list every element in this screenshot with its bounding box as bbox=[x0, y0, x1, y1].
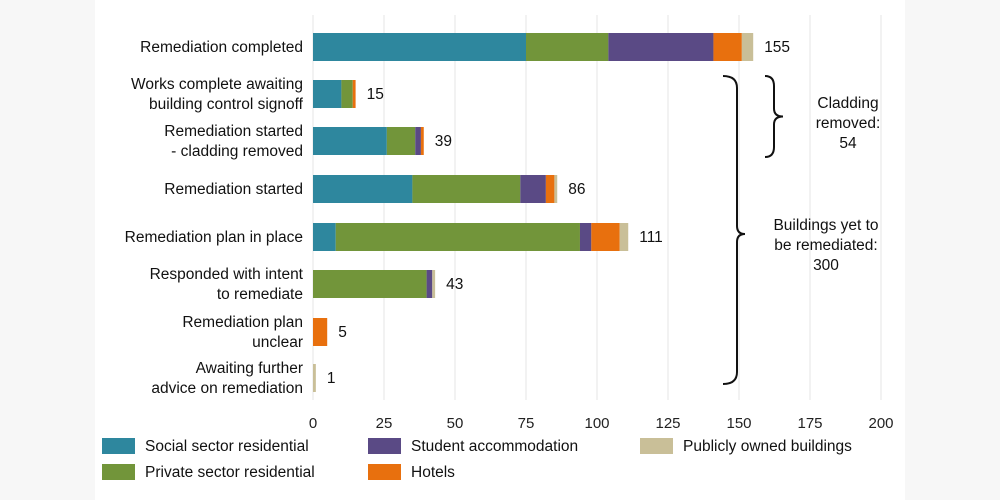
x-tick-label: 200 bbox=[868, 415, 893, 432]
bar-segment bbox=[335, 223, 580, 251]
bar-segment bbox=[520, 175, 546, 203]
bar-segment bbox=[591, 223, 620, 251]
bar-total-label: 5 bbox=[338, 324, 347, 341]
bar-segment bbox=[619, 223, 629, 251]
annotations: Cladding removed: 54 Buildings yet to be rem… bbox=[722, 75, 881, 385]
category-label: Remediation started bbox=[164, 181, 303, 198]
legend-swatch bbox=[368, 464, 401, 480]
legend-swatch bbox=[102, 438, 135, 454]
remaining-brace bbox=[722, 75, 746, 385]
legend-label: Publicly owned buildings bbox=[683, 438, 852, 455]
bar-segment bbox=[713, 33, 742, 61]
x-tick-label: 100 bbox=[584, 415, 609, 432]
category-labels: Remediation completed Works complete awai… bbox=[125, 39, 304, 397]
legend: Social sector residential Private sector … bbox=[102, 438, 852, 481]
annotation-label: Buildings yet to be remediated: 300 bbox=[773, 217, 878, 274]
category-label: Remediation completed bbox=[140, 39, 303, 56]
legend-swatch bbox=[640, 438, 673, 454]
bar-segment bbox=[415, 127, 421, 155]
category-label: Remediation plan in place bbox=[125, 229, 303, 246]
x-tick-label: 125 bbox=[655, 415, 680, 432]
category-label: Remediation started - cladding removed bbox=[164, 123, 303, 160]
bar-total-label: 86 bbox=[568, 181, 585, 198]
bar-segment bbox=[341, 80, 353, 108]
bar-total-label: 155 bbox=[764, 39, 790, 56]
bar-segment bbox=[352, 80, 356, 108]
bar-segment bbox=[313, 127, 387, 155]
bar-segment bbox=[412, 175, 521, 203]
cladding-brace bbox=[764, 75, 784, 158]
bar-segment bbox=[432, 270, 436, 298]
right-margin bbox=[905, 0, 1000, 500]
legend-swatch bbox=[368, 438, 401, 454]
gridlines bbox=[312, 15, 882, 400]
category-label: Remediation plan unclear bbox=[182, 314, 303, 351]
bars bbox=[313, 33, 754, 392]
category-label: Responded with intent to remediate bbox=[150, 266, 304, 303]
bar-segment bbox=[579, 223, 592, 251]
legend-swatch bbox=[102, 464, 135, 480]
x-tick-label: 25 bbox=[376, 415, 393, 432]
category-label: Works complete awaiting building control … bbox=[131, 76, 304, 113]
x-tick-label: 75 bbox=[518, 415, 535, 432]
x-tick-label: 0 bbox=[309, 415, 317, 432]
bar-segment bbox=[426, 270, 433, 298]
x-tick-label: 50 bbox=[447, 415, 464, 432]
bar-segment bbox=[313, 318, 328, 346]
legend-label: Private sector residential bbox=[145, 464, 315, 481]
bar-segment bbox=[313, 175, 413, 203]
x-tick-label: 175 bbox=[797, 415, 822, 432]
legend-label: Social sector residential bbox=[145, 438, 309, 455]
legend-label: Student accommodation bbox=[411, 438, 578, 455]
value-labels: 155 15 39 86 111 43 5 1 bbox=[327, 39, 790, 387]
bar-segment bbox=[526, 33, 609, 61]
bar-total-label: 39 bbox=[435, 133, 452, 150]
annotation-label: Cladding removed: 54 bbox=[816, 95, 881, 152]
bar-total-label: 15 bbox=[367, 86, 384, 103]
category-label: Awaiting further advice on remediation bbox=[151, 360, 303, 397]
bar-total-label: 1 bbox=[327, 370, 336, 387]
bar-segment bbox=[554, 175, 558, 203]
bar-segment bbox=[545, 175, 555, 203]
legend-label: Hotels bbox=[411, 464, 455, 481]
x-axis-ticks: 0 25 50 75 100 125 150 175 200 bbox=[309, 415, 894, 432]
x-tick-label: 150 bbox=[726, 415, 751, 432]
bar-segment bbox=[313, 80, 342, 108]
bar-total-label: 43 bbox=[446, 276, 463, 293]
bar-total-label: 111 bbox=[639, 229, 663, 246]
bar-segment bbox=[313, 33, 526, 61]
left-margin bbox=[0, 0, 95, 500]
bar-segment bbox=[386, 127, 416, 155]
bar-segment bbox=[741, 33, 754, 61]
bar-segment bbox=[313, 364, 316, 392]
bar-segment bbox=[313, 223, 336, 251]
bar-segment bbox=[313, 270, 427, 298]
bar-segment bbox=[420, 127, 424, 155]
bar-segment bbox=[608, 33, 714, 61]
